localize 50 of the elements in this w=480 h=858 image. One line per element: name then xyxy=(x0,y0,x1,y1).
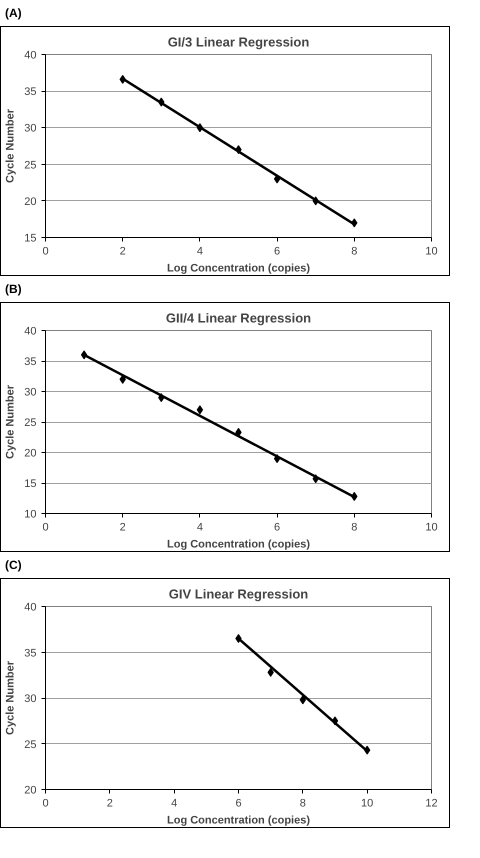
y-tick-label: 20 xyxy=(24,784,37,796)
chart-title: GII/4 Linear Regression xyxy=(166,310,312,326)
y-axis-title: Cycle Number xyxy=(4,660,16,735)
x-tick-label: 10 xyxy=(361,798,374,810)
x-tick-label: 6 xyxy=(235,798,242,810)
x-tick-label: 8 xyxy=(351,522,358,534)
y-tick-label: 40 xyxy=(24,326,37,338)
x-tick-label: 10 xyxy=(425,522,438,534)
chart-title: GIV Linear Regression xyxy=(168,586,308,602)
y-axis-title: Cycle Number xyxy=(4,384,16,459)
x-tick-label: 12 xyxy=(425,798,438,810)
y-tick-label: 35 xyxy=(24,647,37,660)
y-tick-label: 20 xyxy=(24,196,37,208)
y-tick-label: 25 xyxy=(24,417,37,429)
y-tick-label: 30 xyxy=(24,122,37,135)
text: (A) xyxy=(5,5,22,22)
x-tick-label: 4 xyxy=(171,798,178,810)
y-tick-label: 10 xyxy=(24,508,37,520)
x-tick-label: 4 xyxy=(196,246,203,258)
y-tick-label: 20 xyxy=(24,448,37,460)
y-tick-label: 25 xyxy=(24,738,37,751)
y-tick-label: 35 xyxy=(24,86,37,98)
y-tick-label: 30 xyxy=(24,386,37,398)
x-tick-label: 0 xyxy=(42,246,49,258)
y-tick-label: 15 xyxy=(24,478,37,490)
point xyxy=(196,405,204,414)
x-axis-title: Log Concentration (copies) xyxy=(167,814,310,826)
x-tick-label: 8 xyxy=(300,798,306,810)
y-tick-label: 30 xyxy=(24,693,37,705)
text: (B) xyxy=(5,281,22,298)
x-tick-label: 0 xyxy=(42,798,49,810)
x-tick-label: 6 xyxy=(274,522,280,534)
x-tick-label: 2 xyxy=(120,522,126,534)
x-tick-label: 0 xyxy=(42,522,49,534)
text: (C) xyxy=(5,557,22,574)
x-tick-label: 6 xyxy=(274,246,280,258)
x-tick-label: 10 xyxy=(425,246,438,258)
x-tick-label: 8 xyxy=(351,246,358,258)
x-tick-label: 2 xyxy=(120,246,126,258)
x-axis-title: Log Concentration (copies) xyxy=(167,538,310,550)
y-tick-label: 40 xyxy=(24,50,37,62)
chart-title: GI/3 Linear Regression xyxy=(168,34,310,50)
y-tick-label: 35 xyxy=(24,356,37,368)
y-tick-label: 15 xyxy=(24,232,37,244)
y-axis-title: Cycle Number xyxy=(4,108,16,183)
x-tick-label: 4 xyxy=(196,522,203,534)
x-axis-title: Log Concentration (copies) xyxy=(167,262,310,274)
x-tick-label: 2 xyxy=(106,798,113,810)
y-tick-label: 40 xyxy=(24,602,37,614)
y-tick-label: 25 xyxy=(24,159,37,172)
